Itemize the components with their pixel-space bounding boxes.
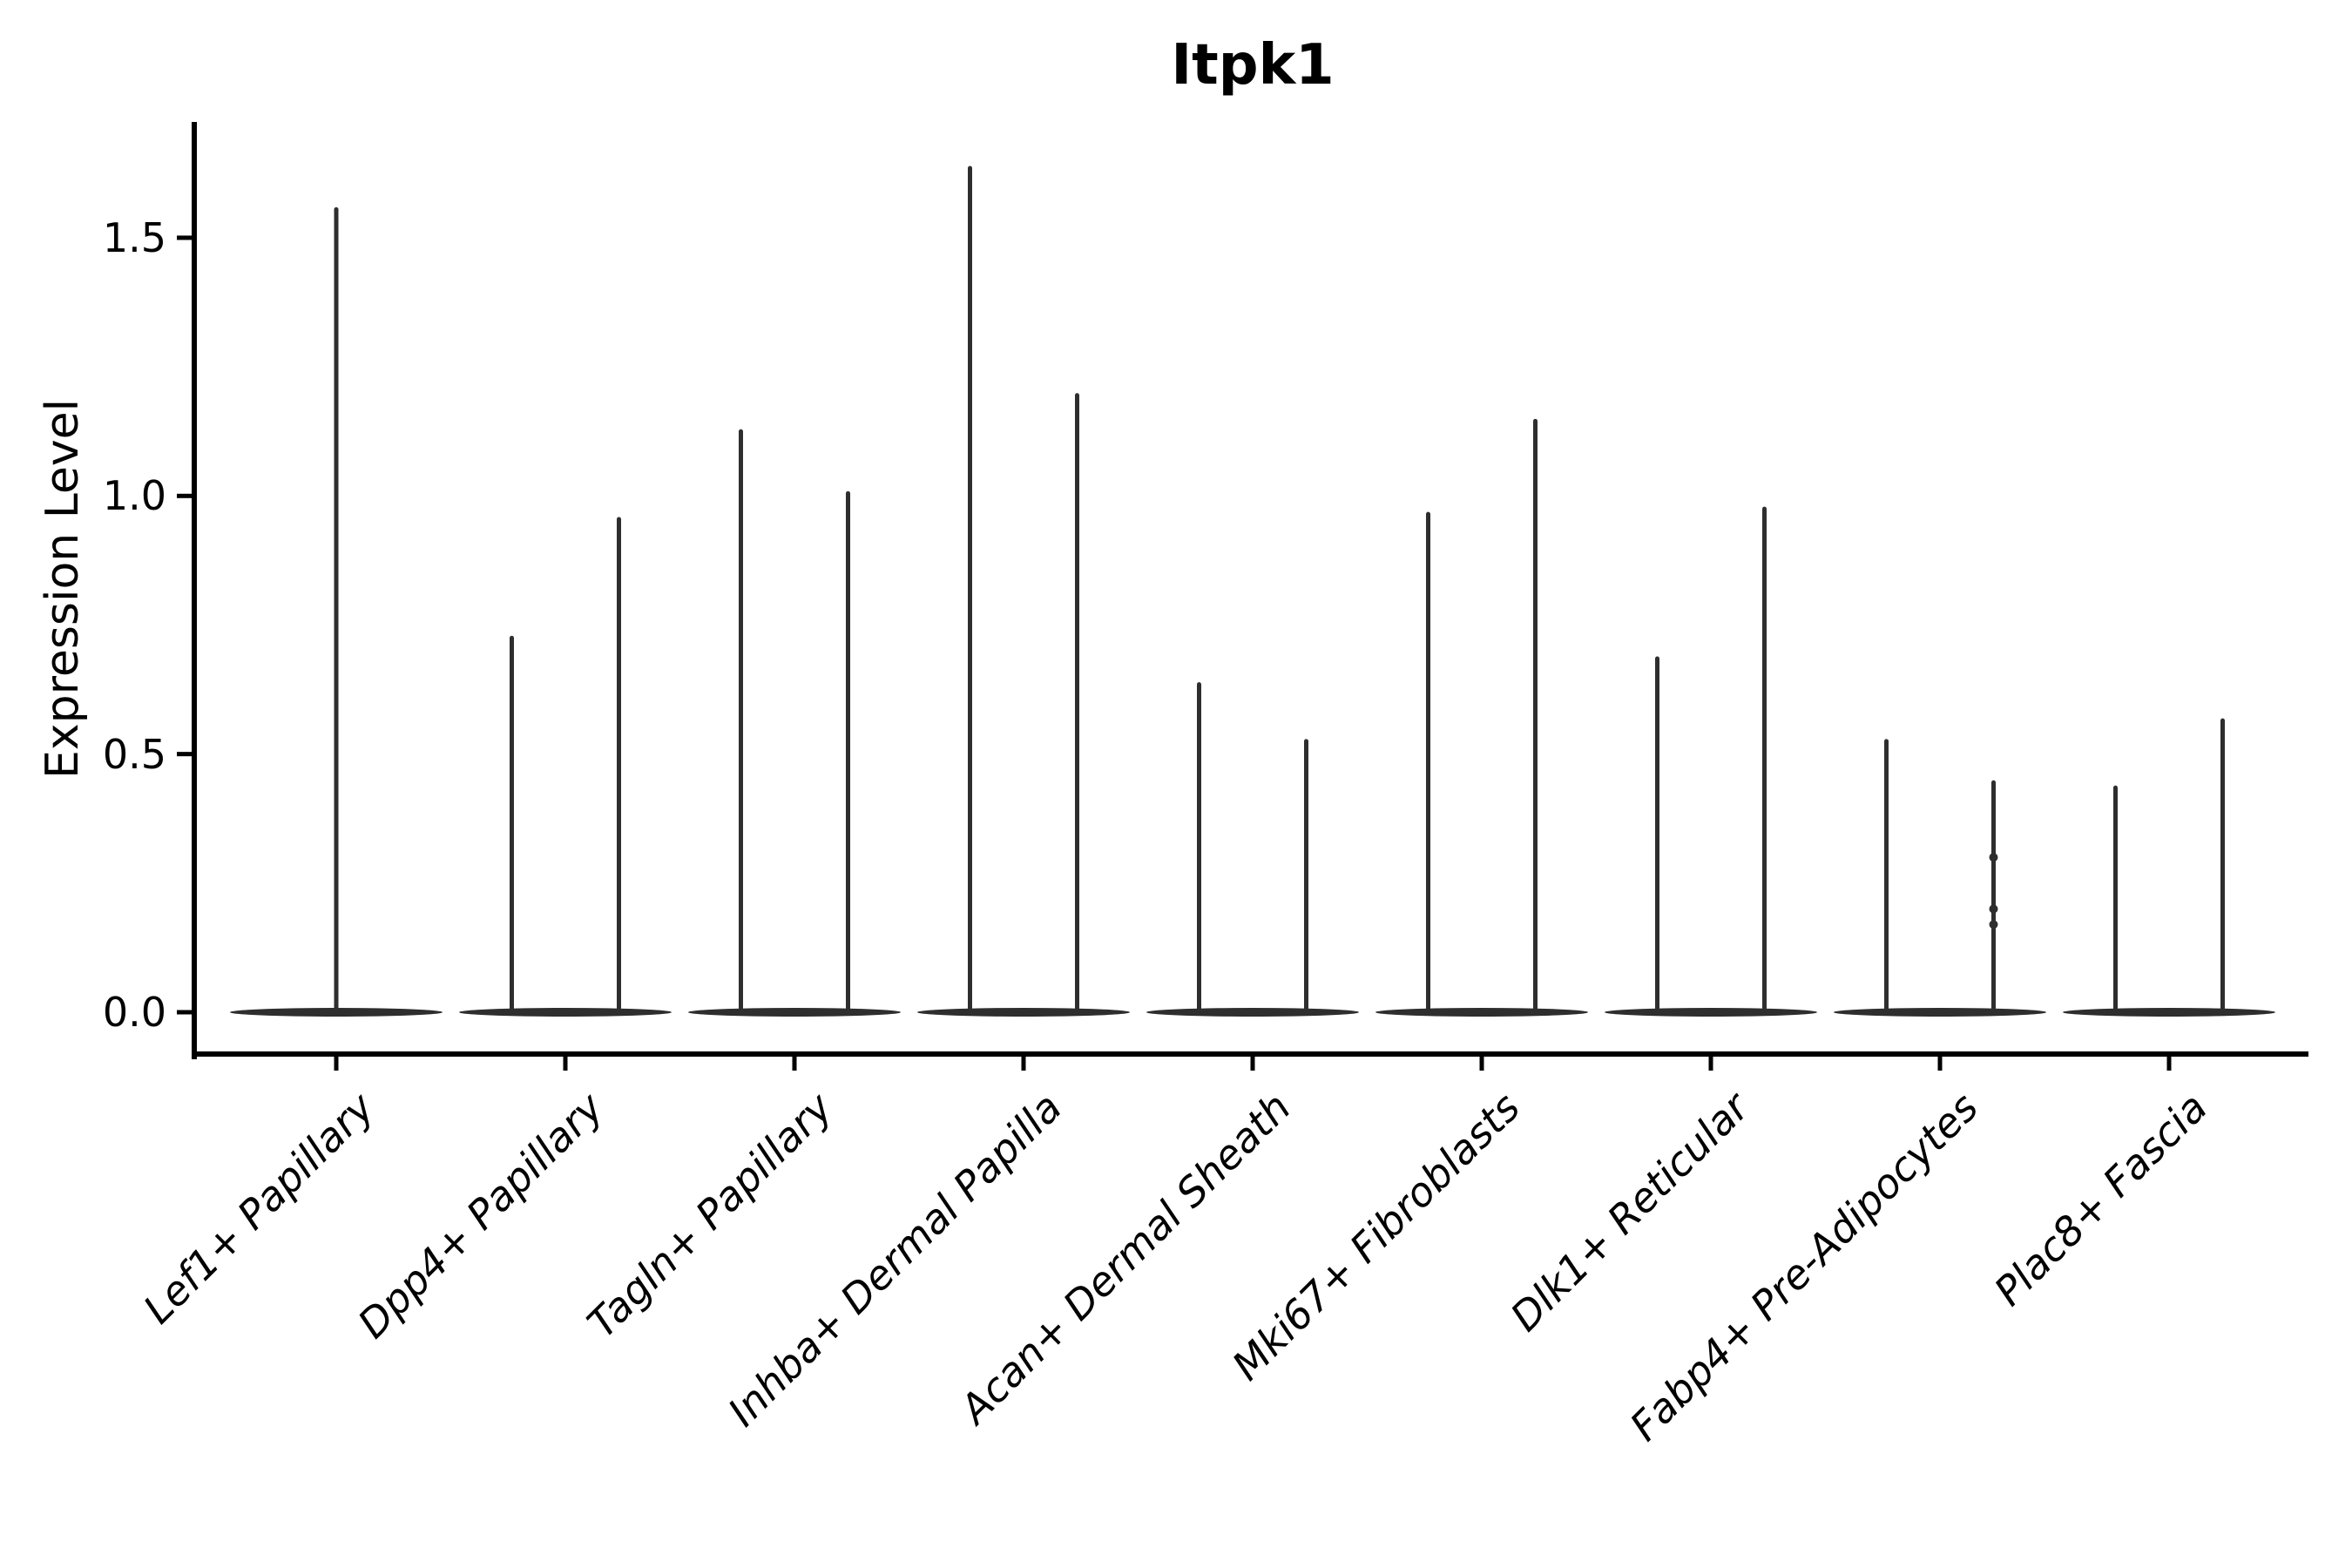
chart-title: Itpk1 xyxy=(1171,33,1335,98)
x-tick-mark xyxy=(1708,1057,1713,1071)
y-tick-label-2: 1.0 xyxy=(102,472,166,520)
violin-base xyxy=(1605,1008,1817,1017)
x-tick-mark xyxy=(1021,1057,1026,1071)
violin-base xyxy=(459,1008,672,1017)
y-tick-mark xyxy=(177,235,192,240)
y-tick-mark xyxy=(177,493,192,498)
x-tick-mark xyxy=(792,1057,797,1071)
x-tick-mark xyxy=(563,1057,568,1071)
y-tick-label-0: 0.0 xyxy=(102,989,166,1036)
violin-spike-bump xyxy=(1989,904,1998,914)
violin-base xyxy=(1375,1008,1588,1017)
y-tick-label-1: 0.5 xyxy=(102,730,166,778)
x-tick-mark xyxy=(1937,1057,1943,1071)
violin-base xyxy=(2063,1008,2275,1017)
violin-spike-bump xyxy=(1989,920,1998,929)
y-tick-mark xyxy=(177,1010,192,1015)
violin-base xyxy=(1834,1008,2046,1017)
y-axis-spine xyxy=(192,122,197,1059)
violin-base xyxy=(688,1008,901,1017)
x-tick-mark xyxy=(2166,1057,2172,1071)
violin-spike-bump xyxy=(1989,853,1998,862)
y-axis-label: Expression Level xyxy=(37,398,89,780)
violin-base xyxy=(1146,1008,1359,1017)
x-axis-spine xyxy=(192,1051,2308,1057)
x-tick-mark xyxy=(1250,1057,1255,1071)
y-tick-mark xyxy=(177,752,192,757)
y-tick-label-3: 1.5 xyxy=(102,213,166,261)
x-tick-mark xyxy=(334,1057,339,1071)
violin-base xyxy=(917,1008,1130,1017)
x-tick-mark xyxy=(1479,1057,1484,1071)
